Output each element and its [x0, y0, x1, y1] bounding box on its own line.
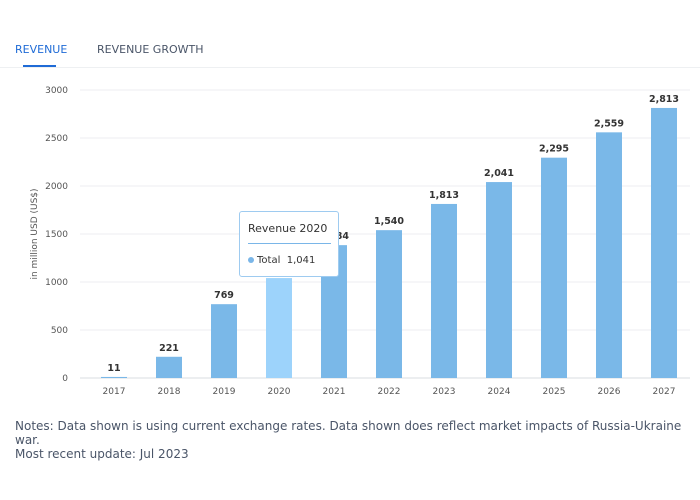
data-label: 2,041: [484, 168, 514, 179]
y-tick-label: 500: [51, 326, 68, 336]
data-label: 2,295: [539, 144, 569, 155]
data-label: 2,813: [649, 94, 679, 105]
data-label: 11: [107, 363, 120, 374]
data-label: 2,559: [594, 118, 624, 129]
bar-2023: [431, 203, 457, 378]
y-tick-label: 2500: [45, 134, 68, 144]
series-dot-icon: [248, 257, 254, 263]
x-tick-label: 2018: [158, 387, 181, 397]
x-tick-label: 2022: [378, 387, 401, 397]
update-date: Most recent update: Jul 2023: [15, 447, 189, 461]
x-tick-label: 2024: [488, 387, 511, 397]
x-tick-label: 2020: [268, 387, 291, 397]
tooltip-title: Revenue 2020: [248, 222, 328, 235]
tab-revenue-growth[interactable]: REVENUE GROWTH: [97, 43, 204, 56]
y-tick-label: 1500: [45, 230, 68, 240]
bar-chart: 0 500 1000 1500 2000 2500 3000 in million USD (…: [30, 86, 690, 397]
tooltip-series: Total: [257, 255, 281, 266]
x-tick-label: 2025: [543, 387, 566, 397]
y-tick-label: 2000: [45, 182, 68, 192]
x-tick-label: 2023: [433, 387, 456, 397]
data-label: 1,813: [429, 190, 459, 201]
y-axis-label: in million USD (US$): [30, 188, 40, 279]
x-tick-label: 2019: [213, 387, 236, 397]
x-tick-label: 2026: [598, 387, 621, 397]
bar-2026: [596, 132, 622, 378]
bar-2024: [486, 182, 512, 378]
y-tick-label: 1000: [45, 278, 68, 288]
bar-2027: [651, 107, 677, 379]
bar-2018: [156, 356, 182, 378]
bar-2019: [211, 304, 237, 378]
x-tick-label: 2017: [103, 387, 126, 397]
chart-notes: Notes: Data shown is using current excha…: [15, 419, 682, 447]
tooltip-value: 1,041: [286, 255, 316, 266]
tab-revenue[interactable]: REVENUE: [15, 43, 68, 56]
tab-divider: [0, 67, 700, 68]
tooltip-divider: [248, 243, 331, 244]
y-tick-label: 3000: [45, 86, 68, 96]
x-tick-label: 2027: [653, 387, 676, 397]
active-tab-indicator: [23, 65, 56, 67]
data-label: 769: [214, 290, 234, 301]
bar-2020: [266, 278, 292, 378]
bar-2022: [376, 230, 402, 378]
data-label: 1,540: [374, 216, 404, 227]
data-label: 221: [159, 343, 179, 354]
y-tick-label: 0: [62, 374, 68, 384]
x-tick-label: 2021: [323, 387, 346, 397]
bar-2025: [541, 157, 567, 378]
tooltip-row: Total 1,041: [248, 255, 315, 266]
tooltip: Revenue 2020 Total 1,041: [239, 211, 339, 277]
bar-2017: [101, 376, 127, 378]
